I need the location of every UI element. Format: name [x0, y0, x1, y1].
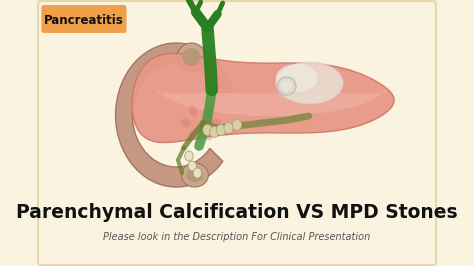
Ellipse shape [189, 105, 197, 117]
Ellipse shape [177, 43, 206, 71]
Circle shape [188, 161, 197, 171]
Circle shape [193, 168, 201, 178]
Circle shape [224, 123, 233, 134]
Ellipse shape [276, 62, 343, 104]
Ellipse shape [204, 130, 212, 141]
Ellipse shape [181, 118, 191, 127]
Text: Parenchymal Calcification VS MPD Stones: Parenchymal Calcification VS MPD Stones [16, 203, 458, 222]
Ellipse shape [211, 118, 221, 127]
Ellipse shape [182, 163, 209, 187]
Polygon shape [116, 43, 233, 187]
Circle shape [203, 124, 212, 135]
Circle shape [185, 151, 193, 161]
Circle shape [232, 119, 242, 131]
FancyBboxPatch shape [41, 5, 127, 33]
Text: Pancreatitis: Pancreatitis [44, 14, 123, 27]
Polygon shape [158, 86, 385, 116]
Ellipse shape [281, 81, 292, 92]
Circle shape [210, 127, 219, 138]
Polygon shape [132, 53, 394, 143]
Text: Please look in the Description For Clinical Presentation: Please look in the Description For Clini… [103, 232, 371, 242]
Ellipse shape [186, 168, 203, 182]
Ellipse shape [277, 77, 296, 95]
Ellipse shape [189, 130, 197, 141]
Ellipse shape [276, 64, 318, 92]
FancyBboxPatch shape [38, 1, 436, 265]
Ellipse shape [182, 48, 201, 66]
Circle shape [216, 124, 226, 135]
Ellipse shape [204, 105, 212, 117]
